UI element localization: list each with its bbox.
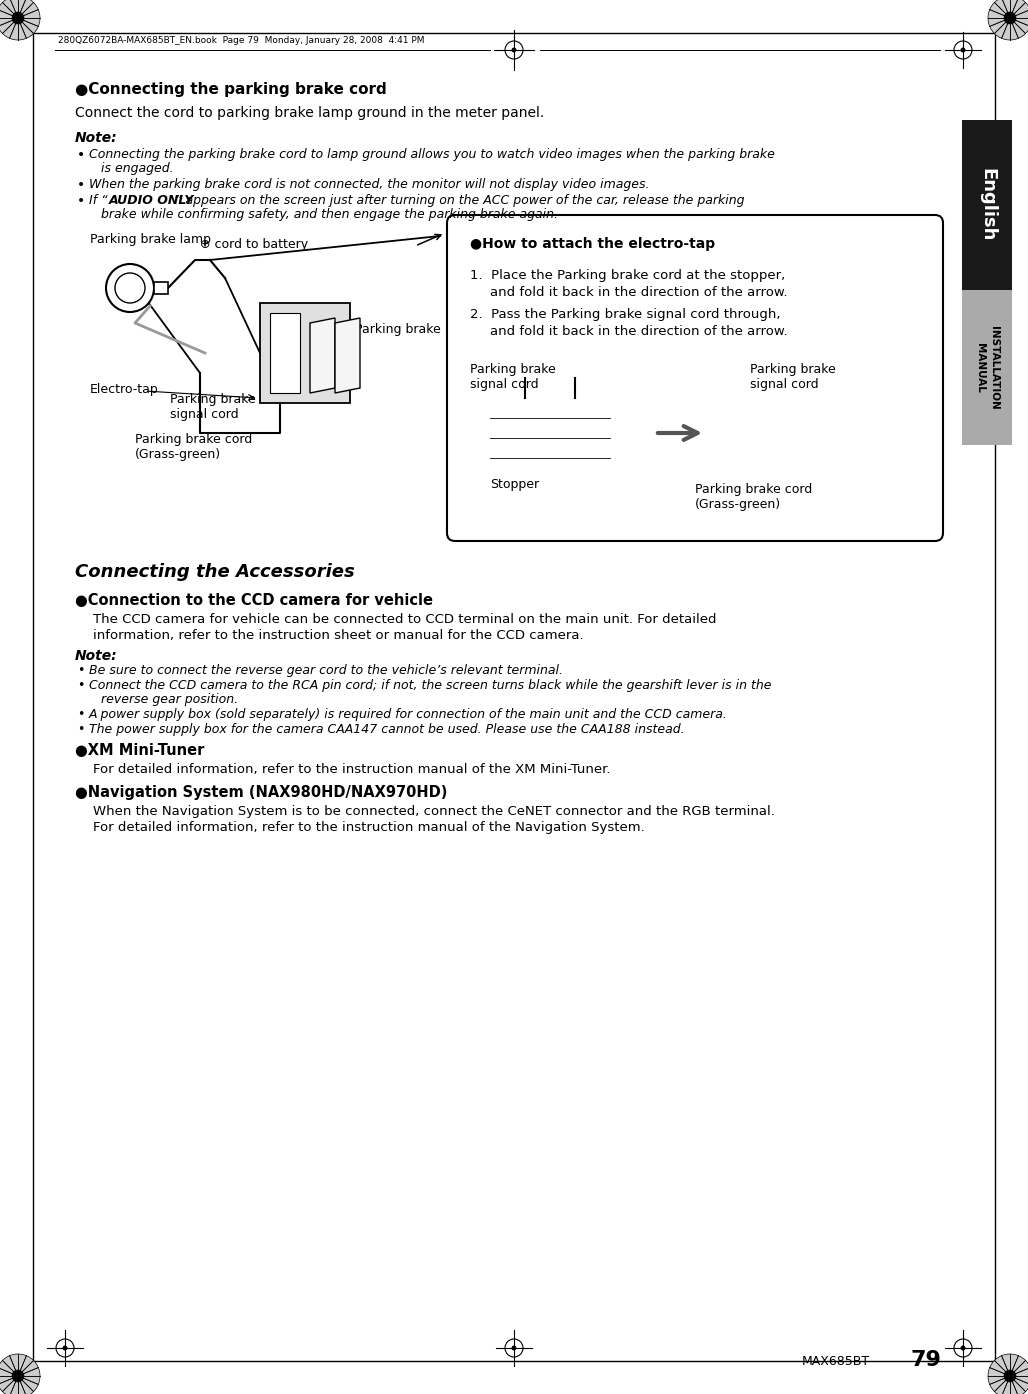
Text: Note:: Note: — [75, 131, 117, 145]
Text: AUDIO ONLY: AUDIO ONLY — [109, 194, 194, 206]
Text: When the parking brake cord is not connected, the monitor will not display video: When the parking brake cord is not conne… — [89, 178, 650, 191]
Text: For detailed information, refer to the instruction manual of the XM Mini-Tuner.: For detailed information, refer to the i… — [93, 763, 611, 776]
Text: Parking brake
signal cord: Parking brake signal cord — [470, 362, 556, 390]
Bar — [962, 120, 1012, 290]
Text: Connect the CCD camera to the RCA pin cord; if not, the screen turns black while: Connect the CCD camera to the RCA pin co… — [89, 679, 771, 691]
Text: •: • — [77, 194, 85, 208]
Text: Stopper: Stopper — [490, 478, 539, 491]
Text: 280QZ6072BA-MAX685BT_EN.book  Page 79  Monday, January 28, 2008  4:41 PM: 280QZ6072BA-MAX685BT_EN.book Page 79 Mon… — [58, 36, 425, 45]
Bar — [962, 290, 1012, 445]
Bar — [730, 393, 810, 482]
Text: ●Navigation System (NAX980HD/NAX970HD): ●Navigation System (NAX980HD/NAX970HD) — [75, 785, 447, 800]
Text: ⊕ cord to battery: ⊕ cord to battery — [200, 238, 308, 251]
Text: Note:: Note: — [75, 650, 117, 664]
Circle shape — [115, 273, 145, 302]
Circle shape — [63, 1345, 68, 1351]
Text: ●Connecting the parking brake cord: ●Connecting the parking brake cord — [75, 82, 387, 98]
Text: Connecting the parking brake cord to lamp ground allows you to watch video image: Connecting the parking brake cord to lam… — [89, 148, 775, 160]
Text: If “: If “ — [89, 194, 108, 206]
Text: The power supply box for the camera CAA147 cannot be used. Please use the CAA188: The power supply box for the camera CAA1… — [89, 723, 685, 736]
Text: and fold it back in the direction of the arrow.: and fold it back in the direction of the… — [490, 325, 787, 337]
Circle shape — [512, 47, 516, 53]
Text: and fold it back in the direction of the arrow.: and fold it back in the direction of the… — [490, 286, 787, 298]
Circle shape — [1004, 1370, 1016, 1381]
Text: is engaged.: is engaged. — [101, 162, 174, 176]
Text: For detailed information, refer to the instruction manual of the Navigation Syst: For detailed information, refer to the i… — [93, 821, 645, 834]
Bar — [715, 413, 730, 421]
FancyBboxPatch shape — [447, 215, 943, 541]
Text: Parking brake: Parking brake — [355, 323, 441, 336]
Text: 79: 79 — [910, 1349, 941, 1370]
Circle shape — [960, 47, 965, 53]
Bar — [270, 314, 300, 393]
Text: When the Navigation System is to be connected, connect the CeNET connector and t: When the Navigation System is to be conn… — [93, 804, 775, 818]
Polygon shape — [154, 282, 168, 294]
Text: The CCD camera for vehicle can be connected to CCD terminal on the main unit. Fo: The CCD camera for vehicle can be connec… — [93, 613, 717, 626]
Bar — [260, 302, 350, 403]
Bar — [485, 399, 615, 478]
Circle shape — [106, 263, 154, 312]
Text: A power supply box (sold separately) is required for connection of the main unit: A power supply box (sold separately) is … — [89, 708, 728, 721]
Text: •: • — [77, 664, 84, 677]
Polygon shape — [310, 318, 335, 393]
Text: brake while confirming safety, and then engage the parking brake again.: brake while confirming safety, and then … — [101, 208, 558, 222]
Circle shape — [0, 0, 40, 40]
Text: ●How to attach the electro-tap: ●How to attach the electro-tap — [470, 237, 715, 251]
Circle shape — [1004, 13, 1016, 24]
Text: ●XM Mini-Tuner: ●XM Mini-Tuner — [75, 743, 205, 758]
Text: ●Connection to the CCD camera for vehicle: ●Connection to the CCD camera for vehicl… — [75, 592, 433, 608]
Circle shape — [12, 1370, 24, 1381]
Text: 2.  Pass the Parking brake signal cord through,: 2. Pass the Parking brake signal cord th… — [470, 308, 780, 321]
Circle shape — [988, 0, 1028, 40]
Text: Parking brake
signal cord: Parking brake signal cord — [750, 362, 836, 390]
Text: •: • — [77, 723, 84, 736]
Text: ” appears on the screen just after turning on the ACC power of the car, release : ” appears on the screen just after turni… — [175, 194, 744, 206]
Text: •: • — [77, 148, 85, 162]
Bar — [715, 443, 730, 452]
Polygon shape — [335, 318, 360, 393]
Circle shape — [988, 1354, 1028, 1394]
Text: reverse gear position.: reverse gear position. — [101, 693, 238, 705]
Text: information, refer to the instruction sheet or manual for the CCD camera.: information, refer to the instruction sh… — [93, 629, 584, 643]
Text: Connecting the Accessories: Connecting the Accessories — [75, 563, 355, 581]
Text: Parking brake cord
(Grass-green): Parking brake cord (Grass-green) — [135, 434, 252, 461]
Text: INSTALLATION
MANUAL: INSTALLATION MANUAL — [976, 326, 998, 410]
Text: English: English — [978, 169, 996, 241]
Circle shape — [12, 13, 24, 24]
Circle shape — [0, 1354, 40, 1394]
Text: •: • — [77, 708, 84, 721]
Circle shape — [960, 1345, 965, 1351]
Text: Electro-tap: Electro-tap — [90, 383, 158, 396]
Text: Parking brake cord
(Grass-green): Parking brake cord (Grass-green) — [695, 482, 812, 512]
Text: •: • — [77, 178, 85, 192]
Text: Be sure to connect the reverse gear cord to the vehicle’s relevant terminal.: Be sure to connect the reverse gear cord… — [89, 664, 563, 677]
Text: 1.  Place the Parking brake cord at the stopper,: 1. Place the Parking brake cord at the s… — [470, 269, 785, 282]
Text: MAX685BT: MAX685BT — [802, 1355, 870, 1368]
Text: Parking brake lamp: Parking brake lamp — [90, 233, 211, 245]
Text: Parking brake
signal cord: Parking brake signal cord — [170, 393, 256, 421]
Text: •: • — [77, 679, 84, 691]
Circle shape — [512, 1345, 516, 1351]
Text: Connect the cord to parking brake lamp ground in the meter panel.: Connect the cord to parking brake lamp g… — [75, 106, 544, 120]
